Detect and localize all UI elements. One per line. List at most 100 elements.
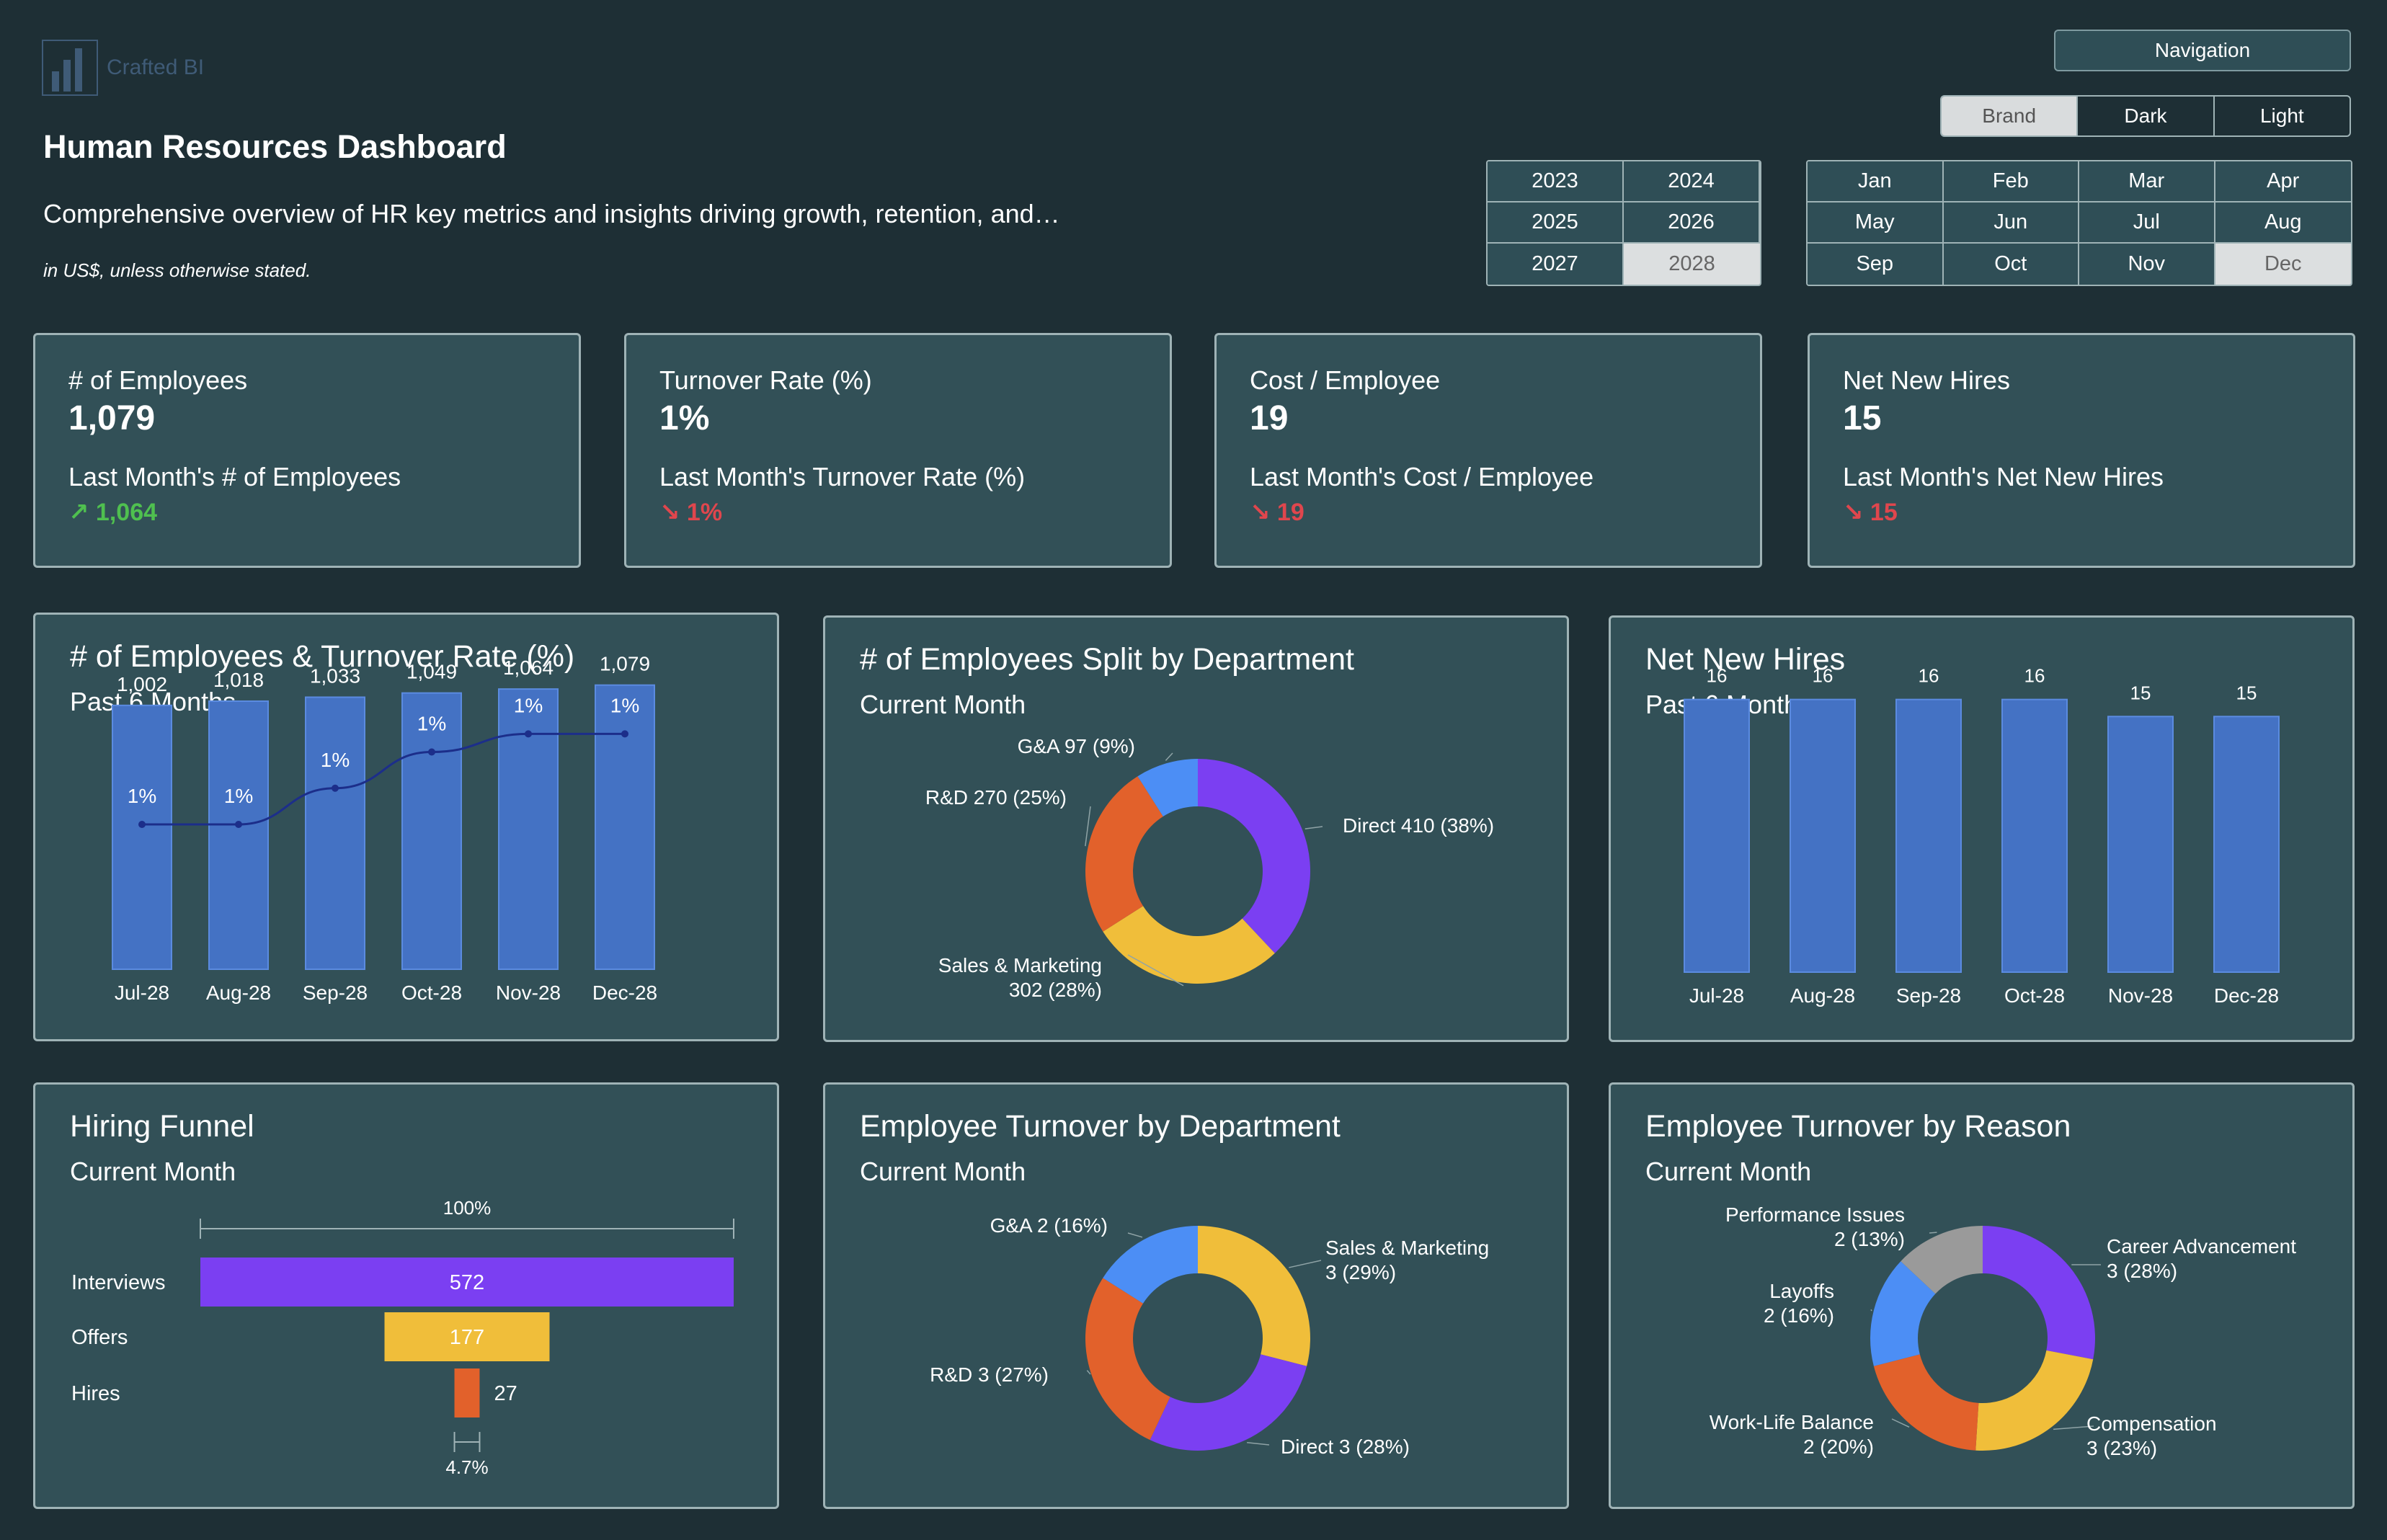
chart-subtitle: Current Month — [1645, 1157, 1812, 1186]
chart-title: Employee Turnover by Department — [860, 1109, 1341, 1144]
month-option[interactable]: Aug — [2215, 202, 2351, 244]
donut-slice — [1150, 1354, 1307, 1451]
slice-label: 3 (28%) — [2107, 1260, 2177, 1282]
net-new-hires-chart: 16 Jul-28 16 Aug-28 16 Sep-28 16 Oct-28 15 Nov-28… — [1684, 665, 2280, 1007]
leader-line — [1165, 752, 1173, 761]
turnover-label: 1% — [417, 713, 446, 735]
chart-title: # of Employees & Turnover Rate (%) — [70, 639, 575, 674]
month-option[interactable]: Oct — [1943, 244, 2079, 285]
month-option[interactable]: Nov — [2079, 244, 2215, 285]
chart-title: Hiring Funnel — [70, 1109, 254, 1144]
funnel-category-label: Hires — [71, 1382, 120, 1405]
slice-label: G&A 97 (9%) — [1018, 735, 1135, 757]
month-option[interactable]: Mar — [2079, 161, 2215, 202]
kpi-card-net-hires: Net New Hires 15 Last Month's Net New Hi… — [1808, 333, 2355, 568]
chart-subtitle: Current Month — [860, 1157, 1026, 1186]
leader-line — [1086, 1370, 1091, 1375]
slice-label: 2 (16%) — [1764, 1304, 1834, 1327]
month-option[interactable]: Jun — [1943, 202, 2079, 244]
employees-bar — [112, 704, 172, 970]
funnel-bar — [454, 1368, 480, 1417]
month-option-selected[interactable]: Dec — [2215, 244, 2351, 285]
year-option[interactable]: 2027 — [1488, 244, 1624, 285]
bar-value-label: 15 — [2130, 682, 2151, 703]
slice-label: R&D 3 (27%) — [930, 1363, 1049, 1386]
month-option[interactable]: Sep — [1808, 244, 1944, 285]
donut-slice — [1198, 759, 1310, 953]
chart-card-employees-by-dept: # of Employees Split by Department Curre… — [823, 615, 1569, 1042]
month-option[interactable]: Feb — [1943, 161, 2079, 202]
year-option[interactable]: 2026 — [1624, 202, 1760, 244]
bar-value-label: 1,002 — [117, 673, 167, 695]
turnover-point — [428, 748, 435, 756]
donut-slice — [1103, 1226, 1198, 1304]
kpi-last-label: Last Month's # of Employees — [68, 462, 401, 491]
slice-label: 3 (29%) — [1325, 1261, 1396, 1283]
theme-option-dark[interactable]: Dark — [2078, 97, 2215, 135]
turnover-point — [332, 784, 339, 792]
net-hires-bar — [2107, 716, 2174, 973]
bar-value-label: 16 — [1707, 665, 1728, 687]
x-tick-label: Sep-28 — [303, 982, 368, 1004]
donut-slice — [1901, 1226, 1983, 1294]
net-hires-bar — [1895, 698, 1962, 973]
month-slicer: Jan Feb Mar Apr May Jun Jul Aug Sep Oct … — [1806, 160, 2352, 286]
employees-by-dept-chart: Direct 410 (38%) Sales & Marketing 302 (28… — [925, 735, 1494, 1001]
leader-line — [1929, 1232, 1937, 1234]
slice-label: Layoffs — [1769, 1280, 1834, 1302]
x-tick-label: Oct-28 — [401, 982, 462, 1004]
kpi-value: 19 — [1250, 399, 1289, 437]
x-tick-label: Nov-28 — [496, 982, 561, 1004]
turnover-point — [138, 821, 146, 828]
donut-slice — [1085, 776, 1163, 932]
net-hires-bar — [1790, 698, 1856, 973]
donut-slice — [1085, 1278, 1170, 1441]
chart-card-turnover-by-dept: Employee Turnover by Department Current … — [823, 1082, 1569, 1509]
kpi-last-label: Last Month's Turnover Rate (%) — [659, 462, 1026, 491]
turnover-point — [235, 821, 242, 828]
funnel-bar — [200, 1258, 734, 1307]
slice-label: Direct 3 (28%) — [1281, 1436, 1410, 1458]
kpi-value: 15 — [1843, 399, 1882, 437]
leader-line — [2053, 1425, 2094, 1430]
month-option[interactable]: Jul — [2079, 202, 2215, 244]
funnel-value-label: 572 — [450, 1271, 484, 1294]
year-option[interactable]: 2025 — [1488, 202, 1624, 244]
slice-label: G&A 2 (16%) — [990, 1214, 1108, 1237]
kpi-value: 1,079 — [68, 399, 156, 437]
slice-label: 2 (20%) — [1803, 1436, 1874, 1458]
month-option[interactable]: May — [1808, 202, 1944, 244]
month-option[interactable]: Apr — [2215, 161, 2351, 202]
slice-label: Sales & Marketing — [938, 954, 1102, 976]
kpi-card-employees: # of Employees 1,079 Last Month's # of E… — [33, 333, 581, 568]
kpi-last-label: Last Month's Cost / Employee — [1250, 462, 1594, 491]
currency-note: in US$, unless otherwise stated. — [43, 259, 311, 281]
bar-value-label: 1,064 — [503, 656, 554, 679]
slice-label: R&D 270 (25%) — [925, 786, 1067, 809]
theme-option-brand[interactable]: Brand — [1942, 97, 2079, 135]
leader-line — [1247, 1442, 1270, 1446]
turnover-label: 1% — [128, 785, 156, 807]
theme-option-light[interactable]: Light — [2259, 104, 2304, 127]
slice-label: 3 (23%) — [2086, 1437, 2157, 1459]
year-option[interactable]: 2023 — [1488, 161, 1624, 202]
chart-card-employees-turnover: # of Employees & Turnover Rate (%) Past … — [33, 613, 779, 1041]
month-option[interactable]: Jan — [1808, 161, 1944, 202]
bar-value-label: 15 — [2236, 682, 2257, 703]
turnover-point — [621, 730, 628, 738]
leader-line — [1289, 1260, 1322, 1268]
employees-bar — [208, 700, 269, 970]
chart-title: # of Employees Split by Department — [860, 642, 1354, 677]
kpi-last-value: ↘ 19 — [1250, 499, 1304, 526]
leader-line — [1891, 1418, 1910, 1428]
net-hires-bar — [2001, 698, 2068, 973]
bar-value-label: 16 — [1919, 665, 1939, 687]
turnover-label: 1% — [514, 694, 543, 716]
year-option-selected[interactable]: 2028 — [1624, 244, 1760, 285]
turnover-point — [525, 730, 532, 738]
donut-slice — [1137, 759, 1198, 816]
year-option[interactable]: 2024 — [1624, 161, 1760, 202]
slice-label: Compensation — [2086, 1412, 2217, 1435]
navigation-button[interactable]: Navigation — [2054, 30, 2351, 71]
